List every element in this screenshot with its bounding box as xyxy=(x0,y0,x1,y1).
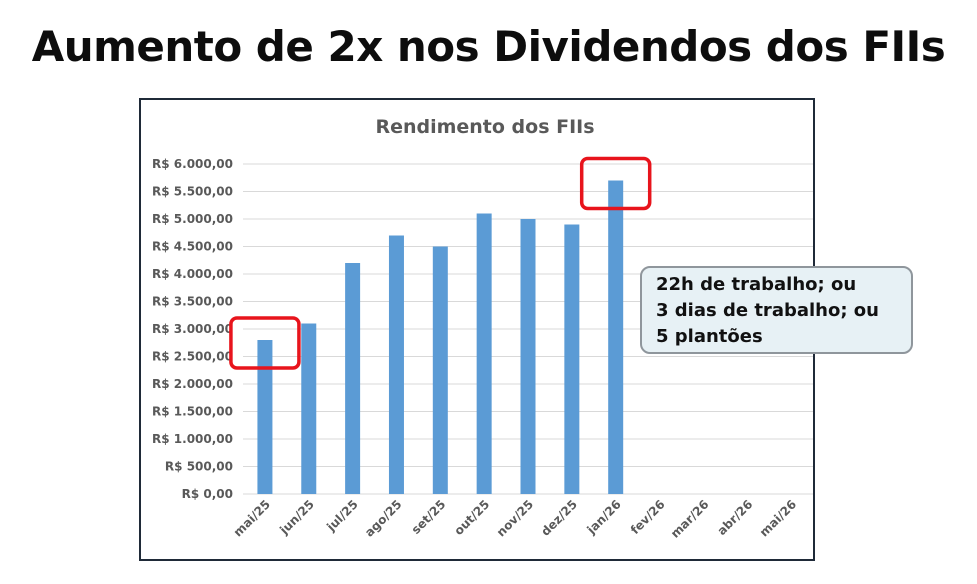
highlight-box xyxy=(229,316,301,370)
callout-line-2: 3 dias de trabalho; ou xyxy=(656,300,879,321)
bars xyxy=(257,180,624,494)
y-tick-label: R$ 500,00 xyxy=(165,460,233,474)
y-tick-label: R$ 4.500,00 xyxy=(152,240,233,254)
bar xyxy=(476,213,492,494)
x-tick-label: fev/26 xyxy=(628,497,668,537)
y-tick-label: R$ 1.000,00 xyxy=(152,432,233,446)
x-tick-label: nov/25 xyxy=(494,497,536,539)
highlight-box xyxy=(579,156,652,211)
x-tick-label: set/25 xyxy=(409,497,449,537)
callout-line-1: 22h de trabalho; ou xyxy=(656,274,857,295)
y-tick-label: R$ 4.000,00 xyxy=(152,267,233,281)
bar xyxy=(432,246,448,494)
y-tick-label: R$ 0,00 xyxy=(182,487,233,501)
callout-line-3: 5 plantões xyxy=(656,326,763,347)
bar xyxy=(257,340,273,494)
x-axis-labels: mai/25 jun/25 jul/25 ago/25 set/25 out/25 nov/… xyxy=(231,497,799,541)
y-tick-label: R$ 3.000,00 xyxy=(152,322,233,336)
bar xyxy=(564,224,580,494)
x-tick-label: dez/25 xyxy=(538,497,580,539)
bar xyxy=(608,180,624,494)
bar xyxy=(388,235,404,494)
x-tick-label: abr/26 xyxy=(715,497,756,538)
highlight-boxes xyxy=(229,156,652,370)
x-tick-label: ago/25 xyxy=(362,497,404,539)
y-tick-label: R$ 2.000,00 xyxy=(152,377,233,391)
y-tick-label: R$ 6.000,00 xyxy=(152,157,233,171)
callout-box: 22h de trabalho; ou 3 dias de trabalho; … xyxy=(640,266,913,354)
bar xyxy=(345,263,361,494)
y-tick-label: R$ 5.500,00 xyxy=(152,185,233,199)
bar xyxy=(301,323,317,494)
x-tick-label: mar/26 xyxy=(668,497,712,541)
y-tick-label: R$ 5.000,00 xyxy=(152,212,233,226)
chart-title: Rendimento dos FIIs xyxy=(375,116,594,138)
page-headline: Aumento de 2x nos Dividendos dos FIIs xyxy=(31,22,946,71)
x-tick-label: out/25 xyxy=(452,497,493,538)
y-tick-label: R$ 1.500,00 xyxy=(152,405,233,419)
x-tick-label: jan/26 xyxy=(584,497,624,537)
x-tick-label: jun/25 xyxy=(276,497,317,538)
y-axis-labels: R$ 0,00 R$ 500,00 R$ 1.000,00 R$ 1.500,00 R$… xyxy=(152,157,233,501)
x-tick-label: mai/25 xyxy=(231,497,273,539)
y-tick-label: R$ 3.500,00 xyxy=(152,295,233,309)
x-tick-label: mai/26 xyxy=(757,497,799,539)
y-tick-label: R$ 2.500,00 xyxy=(152,350,233,364)
bar xyxy=(520,219,536,494)
x-tick-label: jul/25 xyxy=(323,497,360,534)
